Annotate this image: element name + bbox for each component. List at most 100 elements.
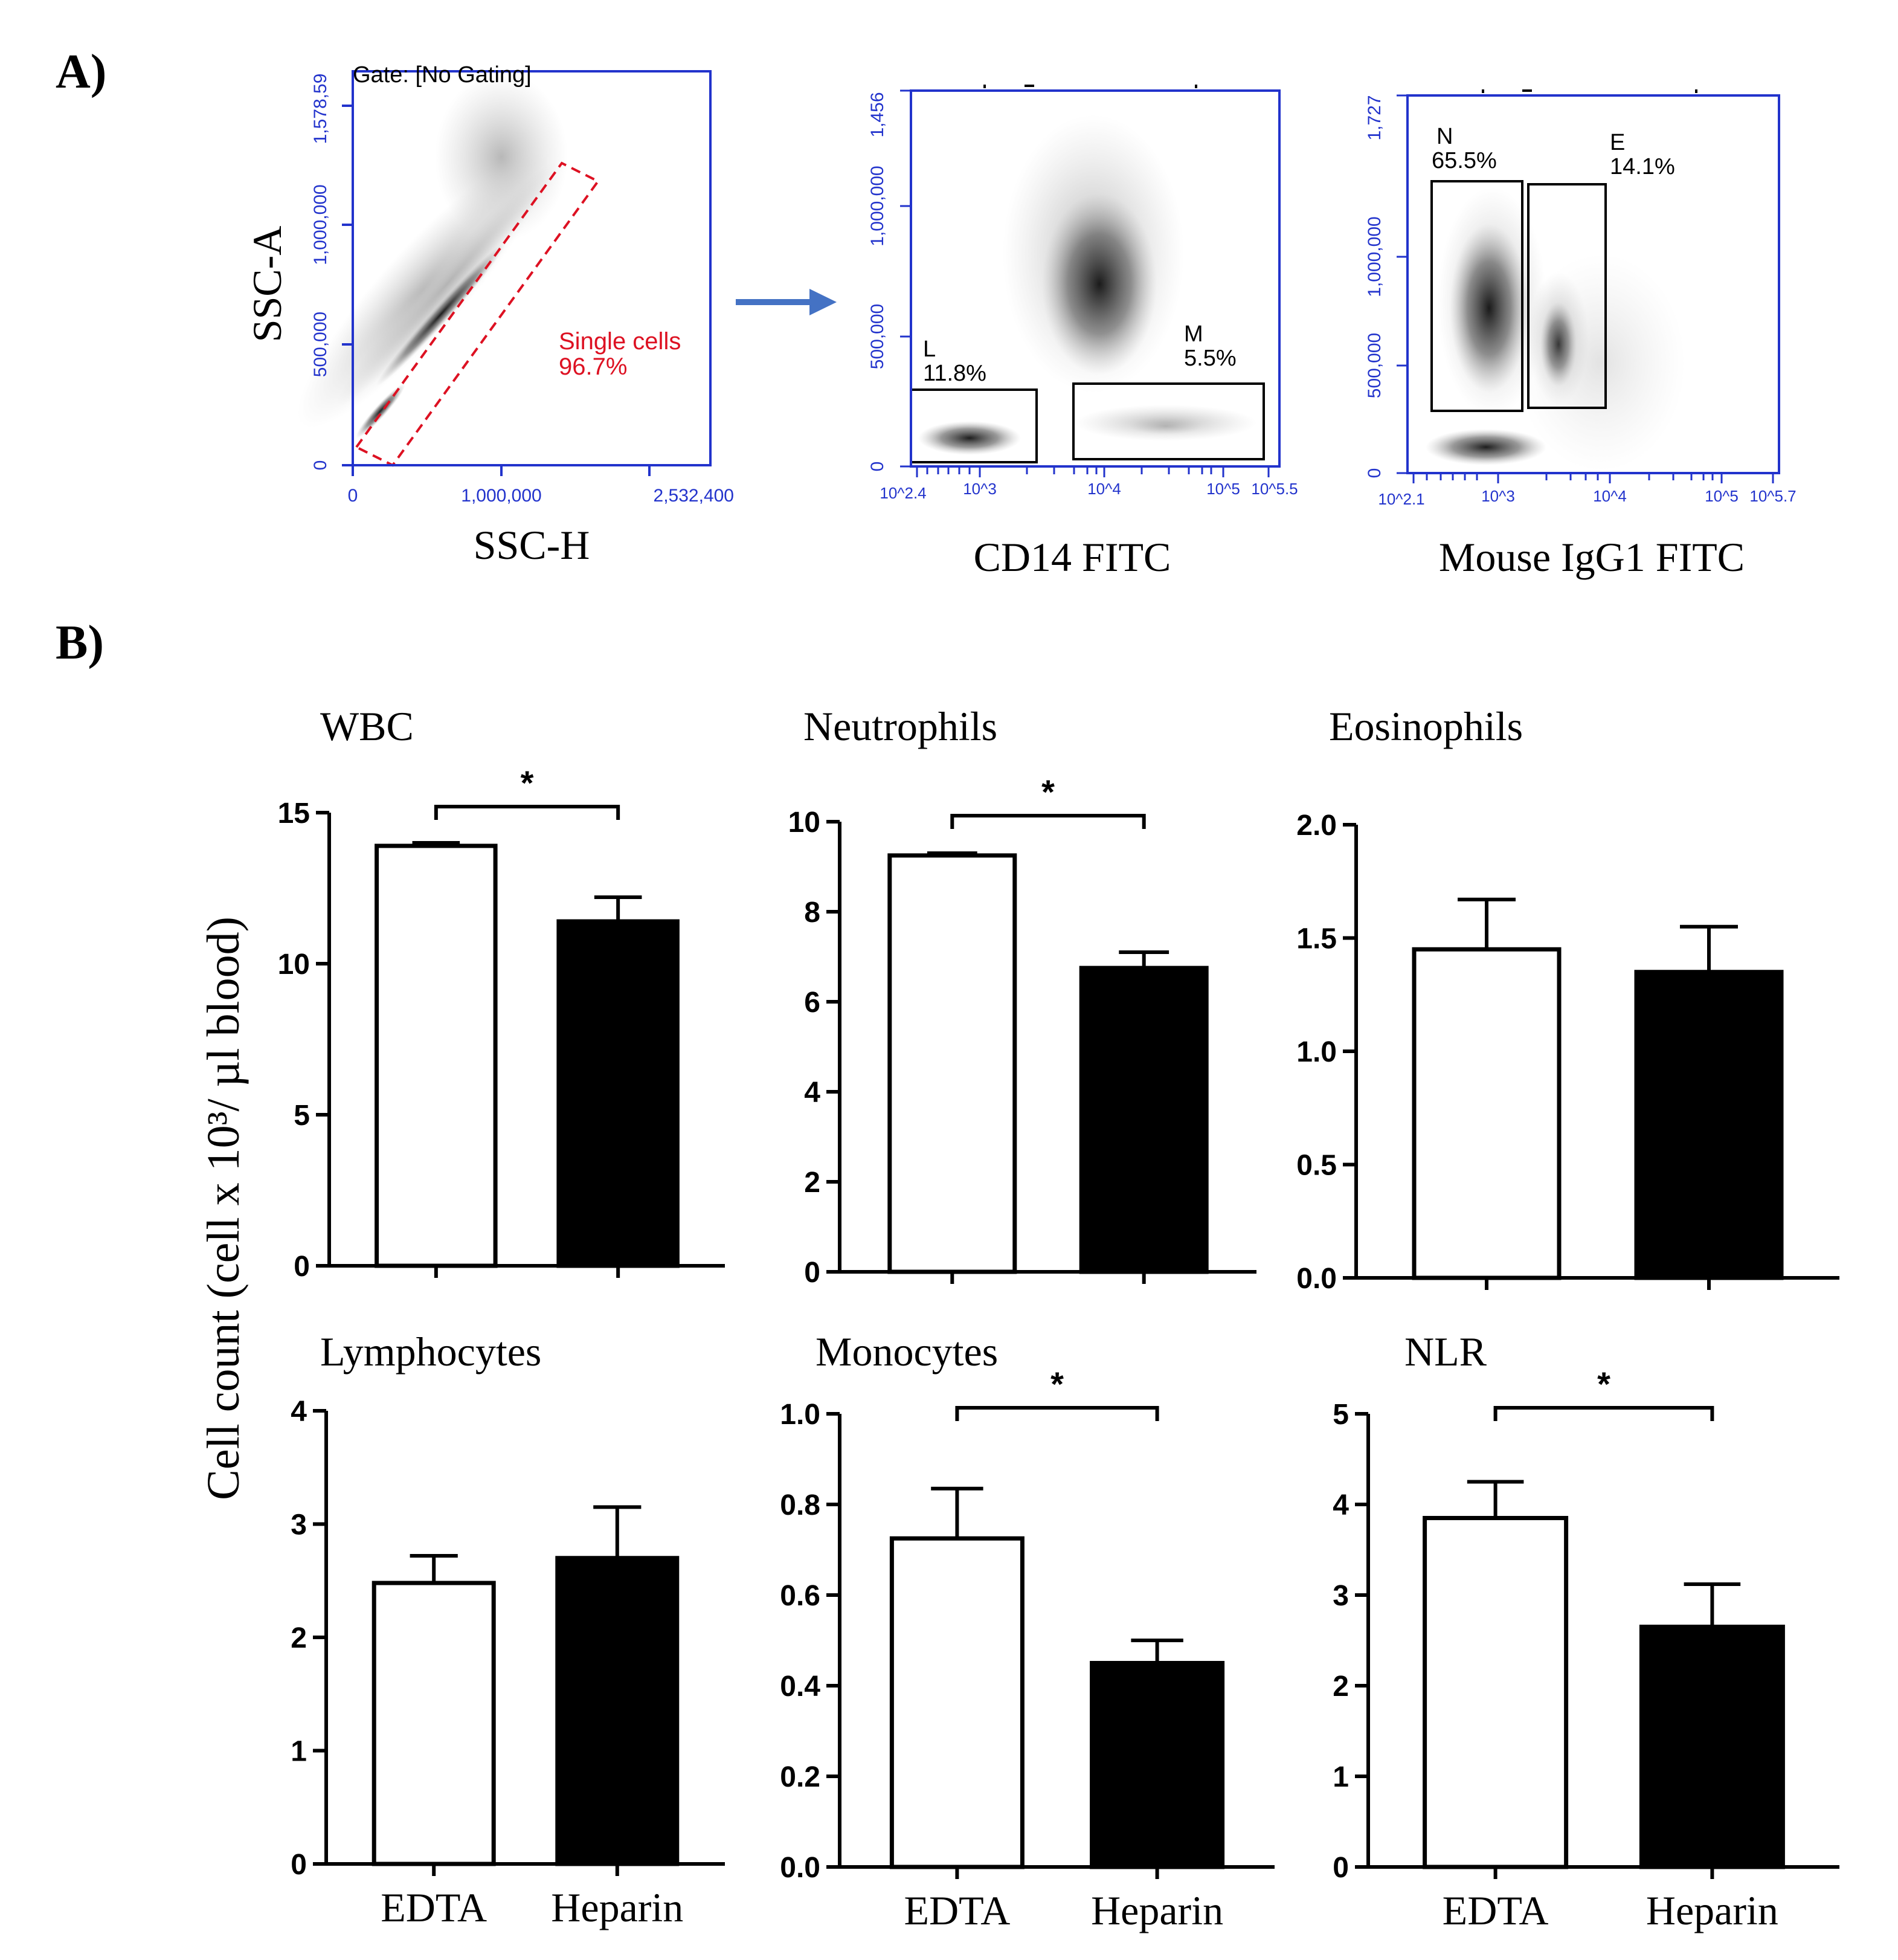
bar-heparin <box>1639 1625 1785 1869</box>
bar-charts: WBC051015*Neutrophils0246810*Eosinophils… <box>278 703 1839 1933</box>
x-tick-label: EDTA <box>1443 1887 1549 1933</box>
significance-star: * <box>1050 1365 1064 1403</box>
facs2-xtick-0: 10^2.4 <box>880 484 926 502</box>
bar-edta <box>375 843 498 1268</box>
y-tick-label: 5 <box>294 1100 310 1132</box>
y-tick-label: 0 <box>1333 1852 1349 1884</box>
facs2-xtick-3: 10^5 <box>1206 480 1240 498</box>
y-tick-label: 4 <box>804 1077 820 1109</box>
gate-n <box>1430 180 1523 412</box>
y-tick-label: 3 <box>1333 1580 1349 1612</box>
facs1-tick-labels: 0 1,000,000 2,532,400 0 500,000 1,000,00… <box>310 74 734 506</box>
facs1-ticks <box>342 105 651 476</box>
y-tick-label: 0 <box>804 1257 820 1289</box>
y-tick-label: 0.0 <box>1296 1263 1337 1295</box>
y-tick-label: 2.0 <box>1296 810 1337 842</box>
facs3-ytick-1: 500,000 <box>1365 333 1385 398</box>
significance-bracket <box>950 814 1146 829</box>
facs1-xtick-2: 2,532,400 <box>654 486 734 506</box>
bar-chart-nlr: NLR 0 1 2 3 4 5 EDTA Heparin * <box>1333 1329 1839 1933</box>
facs2-xtick-1: 10^3 <box>963 480 997 498</box>
chart-title: Neutrophils <box>803 703 997 749</box>
y-tick-label: 2 <box>291 1622 307 1654</box>
facs2-ytick-3: 1,456 <box>867 92 887 137</box>
facs1-ytick-0: 0 <box>310 460 330 471</box>
facs3-xtick-1: 10^3 <box>1481 487 1515 505</box>
chart-title: Lymphocytes <box>320 1329 541 1375</box>
gate-e <box>1527 183 1607 409</box>
y-tick-label: 1 <box>291 1736 307 1768</box>
facs2-top-marks <box>983 85 1197 88</box>
bar-edta <box>1423 1516 1569 1869</box>
facs3-xtick-2: 10^4 <box>1593 487 1627 505</box>
facs3-ytick-0: 0 <box>1365 468 1385 479</box>
facs2-xlabel: CD14 FITC <box>974 534 1171 580</box>
gate-e-pct: 14.1% <box>1610 154 1675 179</box>
y-tick-label: 0.2 <box>780 1761 820 1793</box>
bar-heparin <box>555 1556 680 1866</box>
single-cells-gate <box>354 161 600 467</box>
facs3-tick-labels: 10^2.1 10^3 10^4 10^5 10^5.7 0 500,000 1… <box>1365 95 1797 508</box>
y-tick-label: 4 <box>291 1396 307 1428</box>
x-tick-label: EDTA <box>904 1887 1010 1933</box>
facs-plot-cd14: L 11.8% M 5.5% <box>867 85 1298 580</box>
y-tick-label: 3 <box>291 1509 307 1541</box>
facs1-gate-header: Gate: [No Gating] <box>353 62 532 88</box>
y-tick-label: 0.0 <box>780 1852 820 1884</box>
y-tick-label: 1.5 <box>1296 923 1337 955</box>
y-tick-label: 10 <box>788 807 820 839</box>
bar-heparin <box>1634 970 1784 1280</box>
y-tick-label: 0 <box>291 1849 307 1881</box>
facs2-xtick-2: 10^4 <box>1087 480 1121 498</box>
facs-plot-singlets: Gate: [No Gating] Single cells 96.7% 0 1… <box>244 62 734 568</box>
x-tick-label: Heparin <box>551 1884 683 1930</box>
facs2-scatter <box>918 115 1256 455</box>
facs3-ytick-2: 1,000,000 <box>1365 216 1385 297</box>
x-tick-label: EDTA <box>381 1884 487 1930</box>
y-tick-label: 6 <box>804 987 820 1019</box>
bar-heparin <box>1079 965 1209 1274</box>
bar-chart-wbc: WBC 0 5 10 15 * <box>278 703 725 1283</box>
facs3-xlabel: Mouse IgG1 FITC <box>1439 534 1745 580</box>
bar-edta <box>1412 947 1562 1280</box>
y-tick-label: 0.6 <box>780 1580 820 1612</box>
gate-n-pct: 65.5% <box>1432 148 1497 173</box>
y-tick-label: 2 <box>804 1167 820 1199</box>
gate-m-pct: 5.5% <box>1184 346 1237 371</box>
y-tick-label: 1 <box>1333 1761 1349 1793</box>
gate-n-name: N <box>1436 124 1453 149</box>
bar-edta <box>372 1581 496 1866</box>
y-tick-label: 1.0 <box>780 1399 820 1431</box>
facs3-frame <box>1406 94 1780 474</box>
facs2-xtick-4: 10^5.5 <box>1251 480 1298 498</box>
panel-label-b: B) <box>56 616 104 669</box>
facs3-xtick-4: 10^5.7 <box>1749 487 1796 505</box>
arrow-icon <box>736 289 837 315</box>
facs2-ticks <box>900 89 1270 477</box>
facs1-gate-pct: 96.7% <box>559 353 627 380</box>
y-tick-label: 0.4 <box>780 1671 820 1703</box>
significance-bracket <box>434 805 620 820</box>
significance-star: * <box>1597 1365 1610 1403</box>
bar-chart-lymphocytes: Lymphocytes 0 1 2 3 4 EDTA Heparin <box>291 1329 725 1930</box>
facs1-ylabel: SSC-A <box>244 226 290 343</box>
y-tick-label: 1.0 <box>1296 1036 1337 1068</box>
facs1-ytick-1: 500,000 <box>310 312 330 377</box>
gate-l-pct: 11.8% <box>923 361 986 386</box>
facs1-ytick-3: 1,578,59 <box>310 74 330 144</box>
facs3-top-marks <box>1482 89 1697 93</box>
x-tick-label: Heparin <box>1091 1887 1223 1933</box>
facs2-ytick-0: 0 <box>867 462 887 472</box>
gate-m-name: M <box>1184 321 1203 347</box>
panel-label-a: A) <box>56 45 106 98</box>
bar-edta <box>887 853 1017 1274</box>
facs1-scatter <box>297 73 568 439</box>
y-tick-label: 0.8 <box>780 1489 820 1521</box>
chart-title: WBC <box>320 703 414 749</box>
facs2-ytick-2: 1,000,000 <box>867 166 887 246</box>
gate-l-name: L <box>923 337 936 362</box>
bar-heparin <box>1090 1661 1225 1869</box>
y-tick-label: 0.5 <box>1296 1150 1337 1182</box>
shared-ylabel: Cell count (cell x 10³/ µl blood) <box>198 917 249 1500</box>
